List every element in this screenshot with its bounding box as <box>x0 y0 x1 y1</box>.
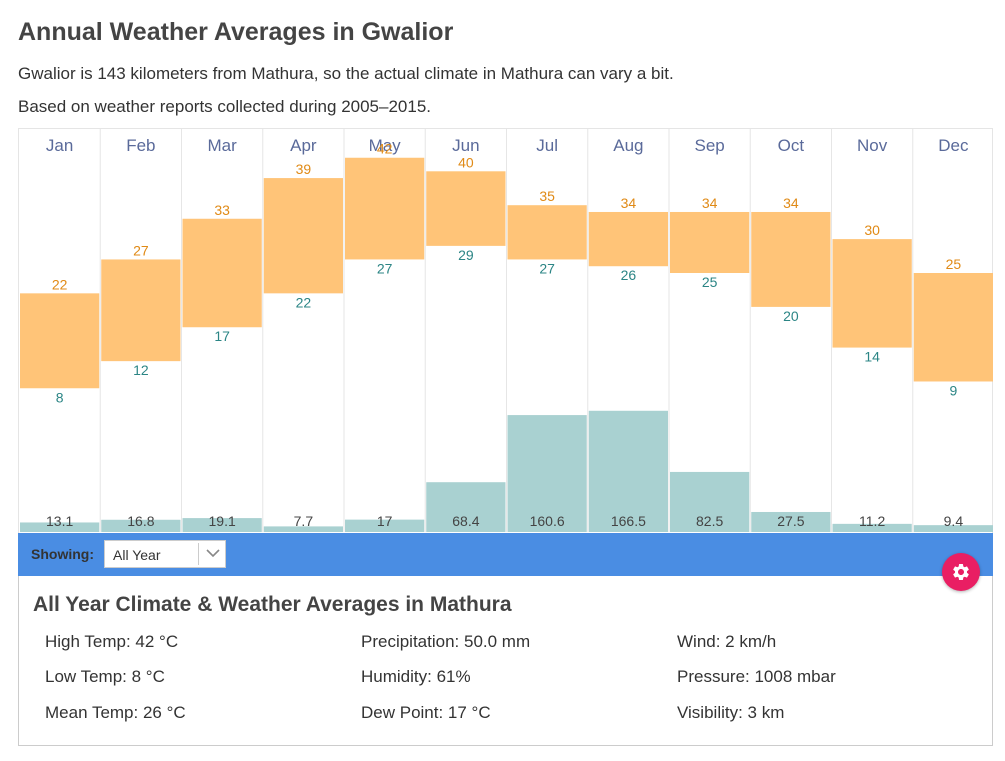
month-label: Jan <box>46 136 73 155</box>
low-temp-label: 27 <box>539 260 555 276</box>
low-temp-label: 22 <box>296 294 312 310</box>
month-label: Feb <box>126 136 155 155</box>
precipitation-bar <box>832 523 912 532</box>
precipitation-label: 166.5 <box>611 513 646 529</box>
precipitation-bar <box>751 511 831 532</box>
low-temp-label: 8 <box>56 389 64 405</box>
month-label: Mar <box>207 136 237 155</box>
settings-button[interactable] <box>942 553 980 591</box>
temperature-bar <box>20 293 100 389</box>
precipitation-label: 11.2 <box>859 513 885 529</box>
month-label: Oct <box>778 136 805 155</box>
high-temp-label: 22 <box>52 276 68 292</box>
stat-precipitation: Precipitation: 50.0 mm <box>361 632 531 651</box>
month-label: May <box>369 136 402 155</box>
low-temp-label: 9 <box>949 382 957 398</box>
gear-icon <box>953 564 969 580</box>
data-source-note: Based on weather reports collected durin… <box>18 97 432 116</box>
precipitation-label: 19.1 <box>209 513 236 529</box>
high-temp-label: 42 <box>377 141 393 157</box>
temperature-bar <box>426 171 506 246</box>
temperature-bar <box>913 273 993 382</box>
chevron-down-icon[interactable] <box>204 543 222 563</box>
precipitation-label: 9.4 <box>944 513 964 529</box>
month-label: Dec <box>938 136 969 155</box>
temperature-bar <box>670 211 750 273</box>
precipitation-bar <box>182 518 262 532</box>
showing-label: Showing: <box>31 546 94 562</box>
precipitation-label: 7.7 <box>294 513 314 529</box>
stat-high-temp: High Temp: 42 °C <box>45 632 179 651</box>
stat-humidity: Humidity: 61% <box>361 667 471 686</box>
precipitation-label: 82.5 <box>696 513 723 529</box>
distance-note: Gwalior is 143 kilometers from Mathura, … <box>18 64 674 83</box>
high-temp-label: 30 <box>864 222 880 238</box>
summary-title: All Year Climate & Weather Averages in M… <box>33 593 512 616</box>
precipitation-label: 160.6 <box>530 513 565 529</box>
precipitation-bar <box>20 522 100 532</box>
low-temp-label: 27 <box>377 260 393 276</box>
precipitation-label: 13.1 <box>46 513 73 529</box>
precipitation-bar <box>345 519 425 532</box>
low-temp-label: 12 <box>133 362 149 378</box>
high-temp-label: 27 <box>133 242 149 258</box>
temperature-bar <box>263 178 343 294</box>
page-title: Annual Weather Averages in Gwalior <box>18 18 454 46</box>
low-temp-label: 26 <box>621 267 637 283</box>
precipitation-label: 17 <box>377 513 393 529</box>
precipitation-bar <box>588 410 668 532</box>
high-temp-label: 33 <box>214 202 230 218</box>
month-label: Nov <box>857 136 888 155</box>
climate-chart-svg: Jan 22 8 13.1 Feb 27 12 16.8 Mar 33 17 19.1 Apr 39 22 7… <box>20 129 993 532</box>
month-label: Apr <box>290 136 317 155</box>
precipitation-bar <box>101 519 181 532</box>
temperature-bar <box>507 205 587 260</box>
month-label: Jul <box>536 136 558 155</box>
precipitation-label: 16.8 <box>127 513 154 529</box>
high-temp-label: 35 <box>539 188 555 204</box>
low-temp-label: 20 <box>783 308 799 324</box>
high-temp-label: 39 <box>296 161 312 177</box>
low-temp-label: 17 <box>214 328 230 344</box>
low-temp-label: 14 <box>864 349 880 365</box>
summary-panel: All Year Climate & Weather Averages in M… <box>18 576 993 746</box>
climate-chart: Jan 22 8 13.1 Feb 27 12 16.8 Mar 33 17 19.1 Apr 39 22 7… <box>18 128 993 533</box>
precipitation-label: 27.5 <box>777 513 804 529</box>
low-temp-label: 25 <box>702 274 718 290</box>
temperature-bar <box>751 211 831 307</box>
month-label: Aug <box>613 136 643 155</box>
stat-mean-temp: Mean Temp: 26 °C <box>45 703 186 722</box>
temperature-bar <box>182 218 262 328</box>
stat-low-temp: Low Temp: 8 °C <box>45 667 165 686</box>
high-temp-label: 25 <box>946 256 962 272</box>
precipitation-label: 68.4 <box>452 513 479 529</box>
precipitation-bar <box>670 471 750 532</box>
stat-visibility: Visibility: 3 km <box>677 703 785 722</box>
precipitation-bar <box>263 526 343 532</box>
temperature-bar <box>832 239 912 348</box>
low-temp-label: 29 <box>458 247 474 263</box>
stat-wind: Wind: 2 km/h <box>677 632 777 651</box>
stat-pressure: Pressure: 1008 mbar <box>677 667 836 686</box>
temperature-bar <box>345 157 425 260</box>
precipitation-bar <box>426 482 506 532</box>
toolbar: Showing: All Year <box>18 533 993 576</box>
period-select-value: All Year <box>113 547 161 563</box>
precipitation-bar <box>507 415 587 532</box>
high-temp-label: 34 <box>702 195 718 211</box>
month-label: Sep <box>695 136 725 155</box>
stat-dew-point: Dew Point: 17 °C <box>361 703 491 722</box>
select-divider <box>198 543 199 565</box>
high-temp-label: 34 <box>621 195 637 211</box>
temperature-bar <box>588 211 668 267</box>
month-label: Jun <box>452 136 479 155</box>
temperature-bar <box>101 259 181 362</box>
high-temp-label: 34 <box>783 195 799 211</box>
period-select[interactable]: All Year <box>104 540 226 568</box>
precipitation-bar <box>913 525 993 532</box>
high-temp-label: 40 <box>458 154 474 170</box>
